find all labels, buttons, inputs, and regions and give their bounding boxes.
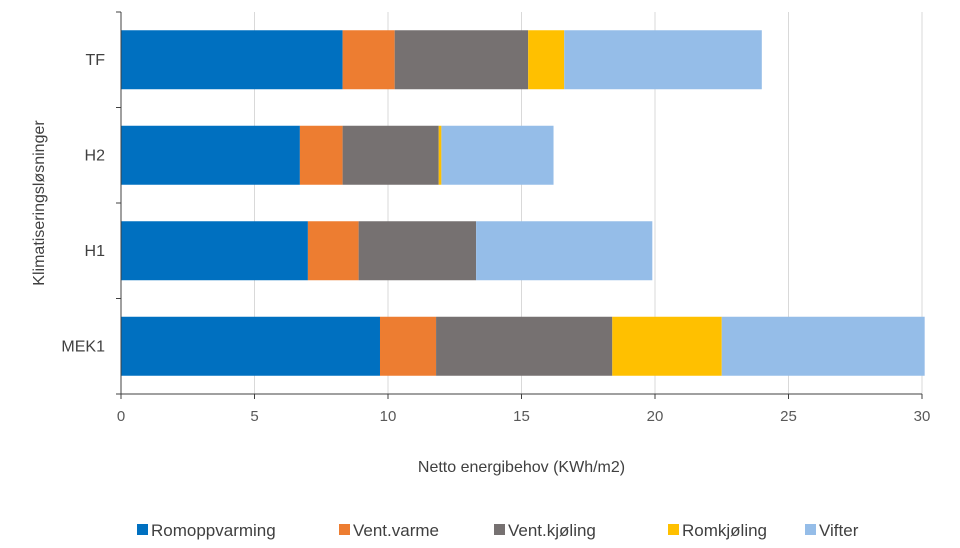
x-tick-label: 5 [250,408,258,425]
y-axis-category-labels: MEK1 H1 H2 TF [61,52,105,356]
y-axis-title: Klimatiseringsløsninger [31,120,48,286]
bar-segment-h2-vent-varme [299,125,343,185]
bar-segment-tf-vent-kj-ling [394,30,529,90]
x-tick-label: 15 [513,408,530,425]
legend-swatch [137,524,148,535]
bar-segment-h2-vifter [441,125,554,185]
bar-segment-mek1-romoppvarming [121,316,380,376]
legend: Romoppvarming Vent.varme Vent.kjøling Romkj… [137,521,859,540]
category-label: TF [85,52,105,69]
legend-swatch [494,524,505,535]
bar-segment-h1-vent-varme [307,221,359,281]
bar-segment-h1-vent-kj-ling [358,221,477,281]
legend-label: Vifter [819,521,859,540]
category-label: MEK1 [61,338,105,355]
bar-segment-h2-vent-kj-ling [342,125,439,185]
x-tick-label: 30 [914,408,931,425]
category-label: H1 [85,243,106,260]
category-label: H2 [85,147,106,164]
legend-label: Romoppvarming [151,521,276,540]
bar-segment-h1-romoppvarming [121,221,308,281]
bar-segment-mek1-vent-varme [379,316,437,376]
legend-swatch [805,524,816,535]
bar-segment-tf-romkj-ling [528,30,565,90]
legend-label: Vent.varme [353,521,439,540]
bars [121,30,925,376]
bar-segment-h2-romkj-ling [438,125,442,185]
bar-segment-h1-vifter [476,221,653,281]
legend-label: Romkjøling [682,521,767,540]
x-tick-label: 20 [647,408,664,425]
legend-swatch [339,524,350,535]
bar-segment-tf-vifter [564,30,762,90]
bar-segment-mek1-vent-kj-ling [436,316,613,376]
bar-segment-tf-romoppvarming [121,30,343,90]
legend-swatch [668,524,679,535]
x-axis-title: Netto energibehov (KWh/m2) [418,459,625,476]
legend-label: Vent.kjøling [508,521,596,540]
bar-segment-tf-vent-varme [342,30,395,90]
bar-segment-h2-romoppvarming [121,125,300,185]
bar-segment-mek1-vifter [721,316,925,376]
x-tick-label: 0 [117,408,125,425]
x-tick-label: 10 [380,408,397,425]
x-axis-ticks: 0 5 10 15 20 25 30 [116,11,931,425]
x-tick-label: 25 [780,408,797,425]
bar-segment-mek1-romkj-ling [612,316,722,376]
